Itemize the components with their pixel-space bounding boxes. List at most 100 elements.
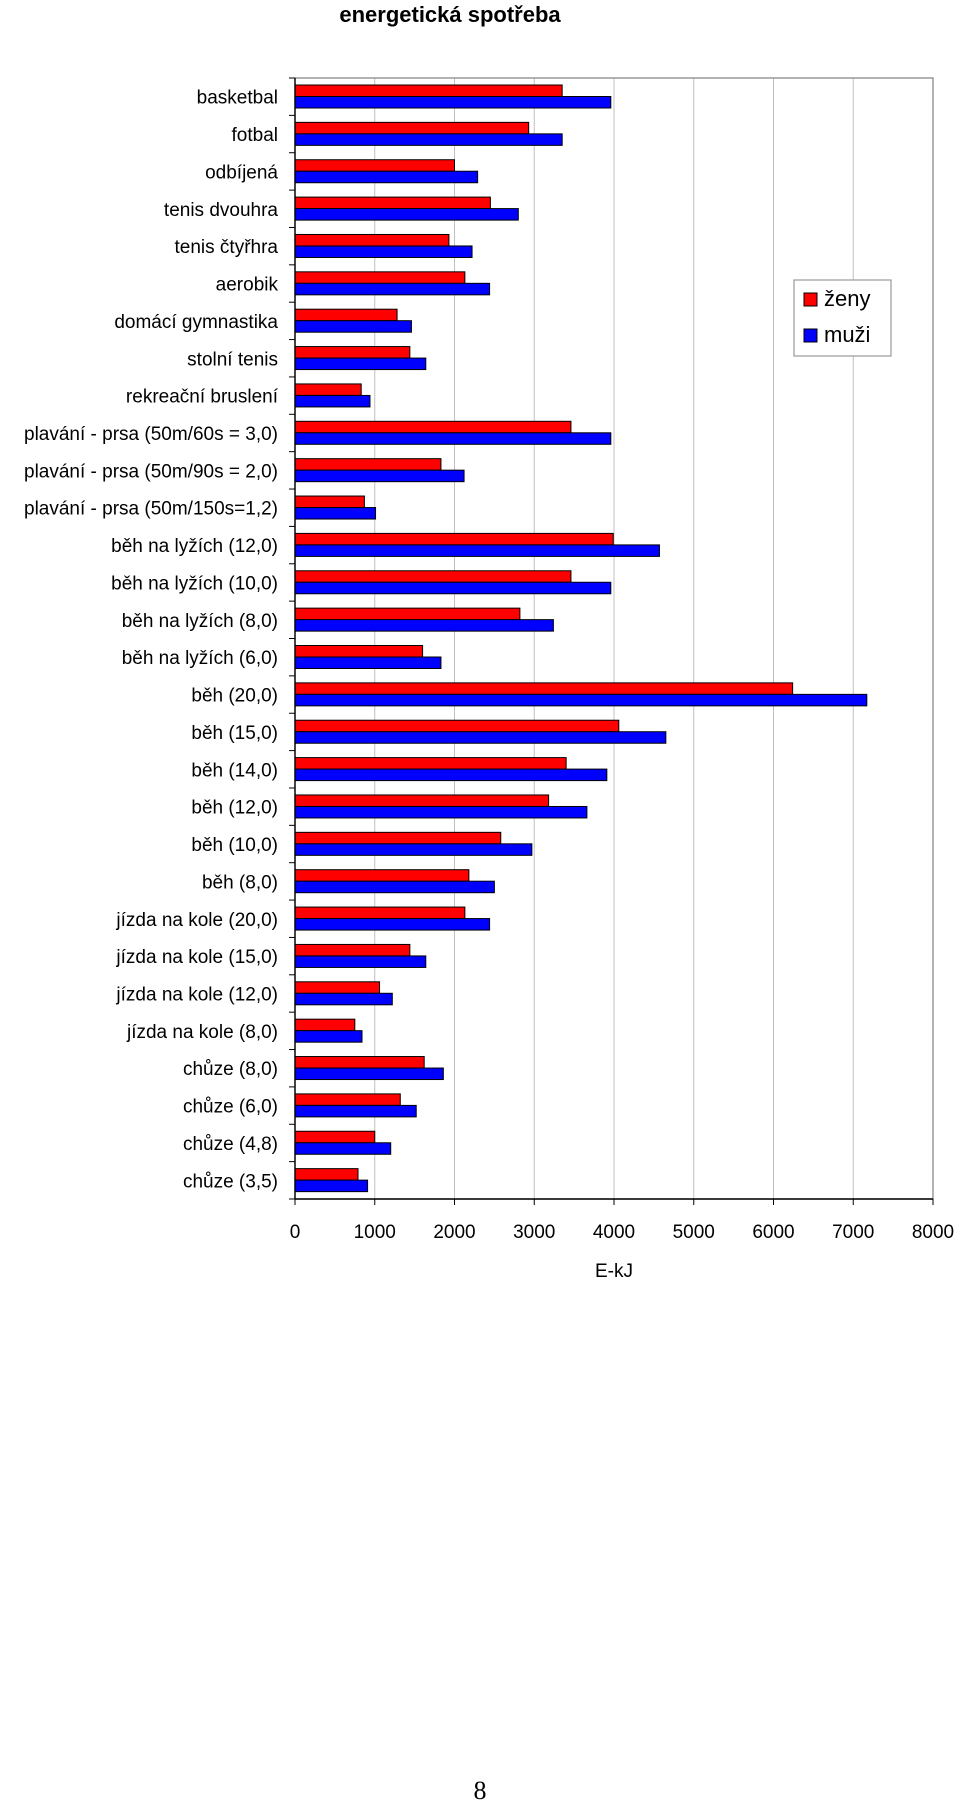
bar-muzi	[294, 357, 427, 371]
category-label: domácí gymnastika	[114, 312, 278, 333]
category-label: běh (12,0)	[191, 798, 278, 819]
category-label: stolní tenis	[187, 349, 278, 370]
x-tick-label: 1000	[354, 1222, 396, 1243]
x-tick-label: 0	[290, 1222, 301, 1243]
bar-muzi	[294, 282, 491, 296]
bar-zeny	[294, 682, 794, 695]
legend: ženy muži	[793, 279, 892, 357]
category-label: chůze (6,0)	[183, 1097, 278, 1118]
bar-zeny	[294, 645, 424, 658]
bar-muzi	[294, 133, 563, 146]
bar-zeny	[294, 1093, 401, 1106]
bar-zeny	[294, 906, 466, 920]
bar-zeny	[294, 495, 365, 509]
bar-muzi	[294, 768, 608, 782]
bar-muzi	[294, 581, 612, 595]
axes	[289, 77, 934, 1205]
category-label: basketbal	[197, 88, 278, 109]
bar-zeny	[294, 196, 491, 210]
legend-label: ženy	[824, 286, 870, 311]
bar-muzi	[294, 805, 588, 819]
category-label: fotbal	[232, 125, 278, 146]
category-label: rekreační bruslení	[126, 387, 279, 408]
category-label: běh na lyžích (6,0)	[122, 648, 278, 669]
bar-zeny	[294, 831, 502, 845]
legend-swatch	[803, 292, 818, 307]
category-label: odbíjená	[205, 162, 278, 183]
bar-zeny	[294, 607, 521, 621]
bar-zeny	[294, 981, 381, 994]
category-label: plavání - prsa (50m/150s=1,2)	[24, 499, 278, 520]
bar-zeny	[294, 794, 550, 807]
category-label: jízda na kole (8,0)	[126, 1022, 278, 1043]
category-label: běh (8,0)	[202, 872, 278, 893]
bar-zeny	[294, 383, 362, 396]
category-label: běh na lyžích (8,0)	[122, 611, 278, 632]
bar-muzi	[294, 693, 868, 707]
bar-muzi	[294, 170, 479, 184]
category-label: chůze (8,0)	[183, 1059, 278, 1080]
bar-zeny	[294, 943, 411, 957]
category-label: jízda na kole (20,0)	[115, 910, 278, 931]
bar-zeny	[294, 1056, 425, 1069]
category-label: tenis dvouhra	[164, 200, 279, 221]
category-label: jízda na kole (12,0)	[115, 984, 278, 1005]
bar-zeny	[294, 233, 450, 247]
bar-muzi	[294, 469, 465, 483]
bar-muzi	[294, 1142, 392, 1155]
page-number: 8	[473, 1776, 487, 1805]
bar-muzi	[294, 918, 491, 931]
bar-muzi	[294, 1067, 444, 1081]
bar-zeny	[294, 121, 530, 135]
x-axis-label: E-kJ	[595, 1261, 633, 1282]
legend-label: muži	[824, 322, 870, 347]
bar-muzi	[294, 544, 660, 557]
category-labels: basketbal fotbal odbíjená tenis dvouhra teni…	[24, 88, 279, 1193]
bar-muzi	[294, 880, 495, 894]
x-tick-label: 7000	[832, 1222, 874, 1243]
x-tick-label: 3000	[513, 1222, 555, 1243]
bar-zeny	[294, 1130, 376, 1144]
category-label: běh (14,0)	[191, 760, 278, 781]
bar-muzi	[294, 955, 427, 968]
bar-zeny	[294, 570, 572, 583]
bar-muzi	[294, 992, 393, 1006]
bar-zeny	[294, 458, 442, 471]
bar-muzi	[294, 320, 412, 333]
bar-muzi	[294, 1030, 363, 1043]
bar-muzi	[294, 394, 371, 408]
category-label: chůze (4,8)	[183, 1134, 278, 1155]
bar-muzi	[294, 1179, 369, 1193]
bar-muzi	[294, 208, 519, 221]
category-label: běh na lyžích (10,0)	[111, 573, 278, 594]
x-tick-label: 6000	[752, 1222, 794, 1243]
category-label: tenis čtyřhra	[175, 237, 279, 258]
bar-zeny	[294, 532, 614, 546]
x-tick-label: 2000	[433, 1222, 475, 1243]
bar-muzi	[294, 656, 442, 669]
bar-muzi	[294, 731, 667, 744]
category-label: plavání - prsa (50m/60s = 3,0)	[24, 424, 278, 445]
bar-zeny	[294, 1168, 359, 1181]
category-label: jízda na kole (15,0)	[115, 947, 278, 968]
bar-zeny	[294, 84, 563, 97]
category-label: aerobik	[216, 275, 279, 296]
bar-muzi	[294, 843, 533, 856]
x-tick-label: 4000	[593, 1222, 635, 1243]
chart-title: energetická spotřeba	[339, 2, 561, 27]
bar-zeny	[294, 869, 470, 882]
bar-zeny	[294, 308, 398, 322]
bar-zeny	[294, 420, 572, 434]
grid-lines	[374, 78, 854, 1199]
bar-zeny	[294, 757, 567, 770]
bar-muzi	[294, 245, 473, 258]
bar-muzi	[294, 619, 554, 632]
bar-zeny	[294, 159, 455, 172]
bar-zeny	[294, 719, 620, 733]
category-label: běh na lyžích (12,0)	[111, 536, 278, 557]
bar-zeny	[294, 271, 466, 284]
category-label: běh (10,0)	[191, 835, 278, 856]
bar-zeny	[294, 1018, 356, 1032]
x-tick-labels: 0 1000 2000 3000 4000 5000 6000 7000 8000	[290, 1222, 954, 1243]
